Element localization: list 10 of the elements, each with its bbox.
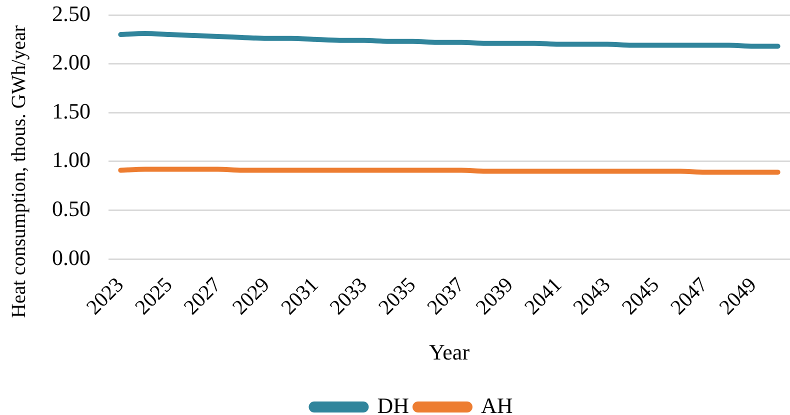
x-axis-title: Year <box>428 340 470 365</box>
y-tick-label: 0.50 <box>52 196 90 222</box>
y-tick-label: 0.00 <box>52 244 90 270</box>
legend-label: AH <box>481 392 513 415</box>
y-axis-title: Heat consumption, thous. GWh/year <box>8 24 30 320</box>
y-tick-label: 2.00 <box>52 50 90 75</box>
y-tick-label: 1.00 <box>52 147 90 172</box>
y-tick-label: 2.50 <box>52 0 90 26</box>
legend-label: DH <box>377 392 410 415</box>
y-tick-label: 1.50 <box>52 98 90 124</box>
